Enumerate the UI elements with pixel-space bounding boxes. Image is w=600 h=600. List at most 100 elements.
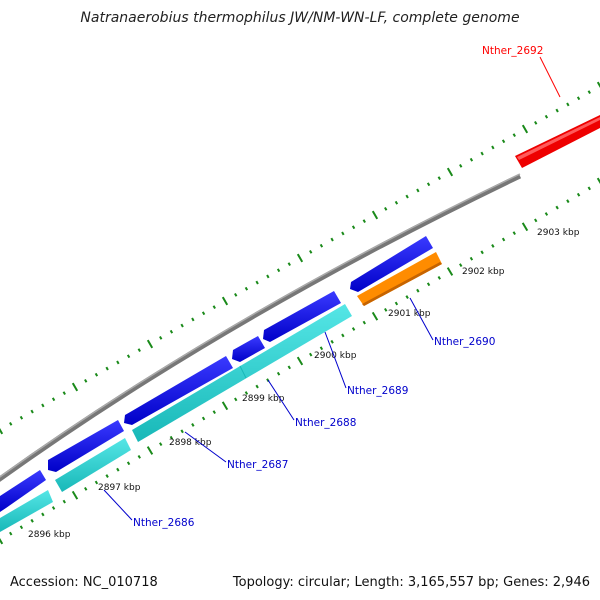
outer-tick-18 xyxy=(191,317,195,322)
gene-label-nther-2692[interactable]: Nther_2692 xyxy=(482,45,543,57)
gene-label-nther-2687[interactable]: Nther_2687 xyxy=(227,459,288,471)
inner-tick-49 xyxy=(521,222,529,232)
kbp-label-2903: 2903 kbp xyxy=(537,228,580,238)
outer-tick-55 xyxy=(587,90,591,95)
outer-tick-0 xyxy=(0,427,4,435)
inner-tick-27 xyxy=(287,365,291,370)
outer-tick-12 xyxy=(126,354,131,359)
inner-tick-32 xyxy=(341,333,345,338)
genome-title: Natranaerobius thermophilus JW/NM-WN-LF,… xyxy=(80,10,520,26)
outer-tick-47 xyxy=(501,139,506,144)
inner-tick-35 xyxy=(371,311,379,321)
gene-feature-blue-1[interactable] xyxy=(0,470,46,512)
inner-tick-40 xyxy=(426,282,431,287)
outer-tick-56 xyxy=(596,81,600,89)
gene-feature-nther-2692[interactable] xyxy=(515,115,600,168)
outer-tick-49 xyxy=(521,124,529,134)
inner-tick-11 xyxy=(116,467,120,472)
gene-feature-blue-3[interactable] xyxy=(124,356,233,425)
inner-tick-42 xyxy=(446,267,454,276)
inner-tick-1 xyxy=(9,531,13,536)
cyan-segment-divider xyxy=(239,365,247,379)
inner-tick-56 xyxy=(596,177,600,184)
inner-tick-21 xyxy=(221,401,229,411)
outer-tick-51 xyxy=(544,114,549,119)
outer-tick-40 xyxy=(426,182,431,187)
kbp-label-2896: 2896 kbp xyxy=(28,530,71,540)
gene-feature-blue-2[interactable] xyxy=(48,420,124,472)
outer-tick-track xyxy=(0,81,600,435)
gene-feature-blue-5[interactable] xyxy=(263,291,341,342)
leader-nther-2689 xyxy=(324,331,347,389)
outer-tick-34 xyxy=(362,219,366,224)
inner-tick-34 xyxy=(362,320,366,325)
outer-tick-10 xyxy=(105,366,109,371)
inner-tick-4 xyxy=(41,512,45,517)
kbp-label-2898: 2898 kbp xyxy=(169,438,212,448)
gene-feature-orange[interactable] xyxy=(357,252,442,306)
gene-labels: Nther_2686 Nther_2687 Nther_2688 Nther_2… xyxy=(133,45,543,529)
outer-tick-41 xyxy=(437,176,441,181)
outer-tick-13 xyxy=(137,348,141,353)
outer-tick-20 xyxy=(212,305,216,310)
inner-tick-20 xyxy=(212,410,216,415)
outer-tick-23 xyxy=(244,286,249,291)
inner-tick-6 xyxy=(62,499,66,504)
inner-tick-29 xyxy=(309,352,313,357)
gene-feature-cyan-1[interactable] xyxy=(0,490,53,532)
inner-tick-28 xyxy=(296,356,304,366)
outer-tick-27 xyxy=(287,262,291,267)
gene-label-nther-2689[interactable]: Nther_2689 xyxy=(347,385,408,397)
gene-label-nther-2688[interactable]: Nther_2688 xyxy=(295,417,356,429)
outer-tick-17 xyxy=(180,323,184,328)
outer-tick-50 xyxy=(534,120,538,125)
gene-label-nther-2690[interactable]: Nther_2690 xyxy=(434,336,495,348)
outer-tick-25 xyxy=(266,274,270,279)
gene-feature-blue-4[interactable] xyxy=(232,336,265,362)
inner-tick-0 xyxy=(0,538,4,545)
inner-tick-38 xyxy=(405,295,409,299)
outer-tick-28 xyxy=(296,253,304,263)
outer-tick-4 xyxy=(41,403,45,408)
inner-tick-36 xyxy=(384,307,388,312)
gene-feature-nther-2690-blue[interactable] xyxy=(350,236,433,292)
outer-tick-15 xyxy=(159,335,163,340)
inner-tick-7 xyxy=(71,490,79,500)
outer-tick-24 xyxy=(255,280,259,285)
inner-tick-30 xyxy=(319,346,324,351)
inner-tick-24 xyxy=(255,384,259,389)
leader-nther-2687 xyxy=(184,431,227,463)
inner-tick-37 xyxy=(394,301,399,306)
inner-tick-12 xyxy=(126,461,131,466)
outer-tick-3 xyxy=(30,409,34,414)
outer-tick-43 xyxy=(459,163,463,168)
inner-tick-2 xyxy=(19,525,24,530)
inner-tick-22 xyxy=(234,397,238,402)
outer-tick-11 xyxy=(116,360,120,365)
kbp-label-2900: 2900 kbp xyxy=(314,351,357,361)
outer-tick-45 xyxy=(480,151,484,156)
outer-tick-37 xyxy=(394,200,399,205)
outer-tick-52 xyxy=(555,108,559,113)
gene-label-nther-2686[interactable]: Nther_2686 xyxy=(133,517,195,529)
outer-tick-33 xyxy=(351,225,356,230)
outer-tick-29 xyxy=(309,249,313,254)
inner-tick-52 xyxy=(555,205,559,210)
gene-feature-cyan-3[interactable] xyxy=(132,304,352,442)
inner-tick-48 xyxy=(512,231,516,236)
kbp-label-2899: 2899 kbp xyxy=(242,394,285,404)
leader-nther-2688 xyxy=(267,379,295,421)
inner-tick-track xyxy=(0,177,600,545)
reverse-strand-features xyxy=(0,304,352,532)
inner-tick-43 xyxy=(459,263,463,267)
inner-tick-16 xyxy=(169,435,174,440)
gene-feature-cyan-2[interactable] xyxy=(55,438,131,492)
inner-tick-51 xyxy=(544,212,549,216)
outer-tick-7 xyxy=(71,382,79,392)
inner-tick-39 xyxy=(416,288,420,293)
inner-tick-53 xyxy=(566,199,570,204)
inner-tick-46 xyxy=(491,244,495,248)
inner-tick-23 xyxy=(244,391,249,395)
outer-tick-30 xyxy=(319,243,324,248)
gene-feature-nther-2692-highlight xyxy=(517,117,600,160)
